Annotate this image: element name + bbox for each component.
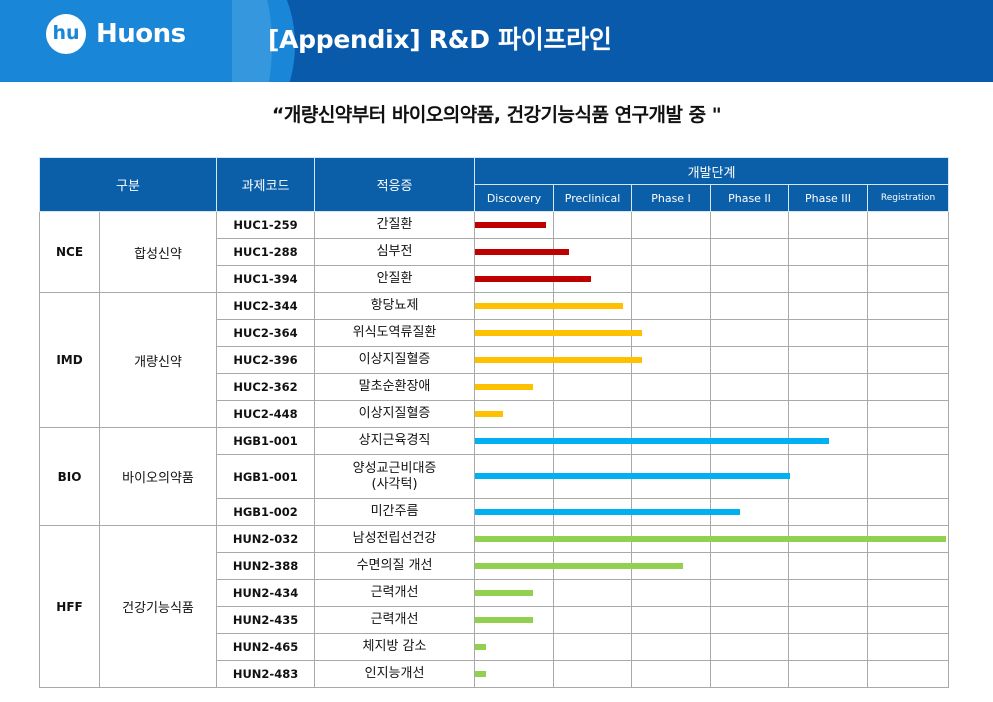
indication: 항당뇨제 — [314, 292, 476, 320]
project-code: HGB1-001 — [216, 454, 316, 499]
progress-bar — [475, 249, 570, 255]
header-project-code: 과제코드 — [216, 157, 316, 212]
progress-bar — [475, 644, 486, 650]
indication: 미간주름 — [314, 498, 476, 526]
pipeline-table: 구분 과제코드 적응증 개발단계 Discovery Preclinical P… — [38, 157, 950, 688]
project-code: HUC1-394 — [216, 265, 316, 293]
project-code: HUC2-364 — [216, 319, 316, 347]
phase-preclinical: Preclinical — [553, 184, 633, 212]
project-code: HUC2-396 — [216, 346, 316, 374]
indication-note: (사각턱) — [371, 476, 418, 492]
table-row: HUC2-448 이상지질혈증 — [40, 400, 950, 428]
header-indication: 적응증 — [314, 157, 476, 212]
project-code: HUN2-434 — [216, 579, 316, 607]
project-code: HUC2-362 — [216, 373, 316, 401]
indication: 심부전 — [314, 238, 476, 266]
indication: 수면의질 개선 — [314, 552, 476, 580]
indication: 체지방 감소 — [314, 633, 476, 661]
group-name: 바이오의약품 — [98, 427, 218, 526]
project-code: HGB1-001 — [216, 427, 316, 455]
project-code: HUN2-435 — [216, 606, 316, 634]
progress-bar — [475, 473, 790, 479]
indication: 남성전립선건강 — [314, 525, 476, 553]
group-code: IMD — [39, 292, 100, 428]
group-name: 개량신약 — [98, 292, 218, 428]
group-code: HFF — [39, 525, 100, 688]
indication-two-line: 양성교근비대증 (사각턱) — [314, 454, 476, 499]
table-row: BIO 바이오의약품 HGB1-001 상지근육경직 — [39, 427, 950, 526]
phase-3: Phase III — [788, 184, 869, 212]
indication: 인지능개선 — [314, 660, 476, 688]
project-code: HUC1-288 — [216, 238, 316, 266]
progress-bar — [475, 509, 741, 515]
phase-registration: Registration — [867, 184, 950, 212]
progress-bar — [475, 303, 623, 309]
group-name: 합성신약 — [98, 211, 218, 293]
indication: 이상지질혈증 — [314, 400, 476, 428]
page-title: [Appendix] R&D 파이프라인 — [268, 25, 612, 54]
project-code: HUN2-483 — [216, 660, 316, 688]
logo-mark-text: hu — [52, 22, 80, 44]
project-code: HUC2-448 — [216, 400, 316, 428]
indication: 근력개선 — [314, 606, 476, 634]
header-category: 구분 — [38, 157, 218, 212]
indication: 근력개선 — [314, 579, 476, 607]
page-subtitle: “개량신약부터 바이오의약품, 건강기능식품 연구개발 중 " — [271, 104, 722, 126]
indication: 위식도역류질환 — [314, 319, 476, 347]
indication: 이상지질혈증 — [314, 346, 476, 374]
indication: 말초순환장애 — [314, 373, 476, 401]
progress-bar — [475, 222, 546, 228]
table-row: HUC1-288 심부전 — [40, 238, 950, 266]
header-dev-stage: 개발단계 — [474, 157, 950, 185]
project-code: HUN2-032 — [216, 525, 316, 553]
phase-1: Phase I — [631, 184, 712, 212]
progress-bar — [475, 357, 642, 363]
group-name: 건강기능식품 — [98, 525, 218, 688]
progress-bar — [475, 276, 592, 282]
table-row: NCE 합성신약 HUC1-259 간질환 — [39, 211, 950, 293]
progress-bar — [475, 563, 683, 569]
indication: 상지근육경직 — [314, 427, 476, 455]
phase-2: Phase II — [710, 184, 790, 212]
table-row: HUN2-483 인지능개선 — [40, 660, 950, 688]
logo-text: Huons — [96, 19, 186, 49]
header-banner: hu Huons [Appendix] R&D 파이프라인 — [0, 0, 993, 82]
progress-bar — [475, 671, 486, 677]
phase-discovery: Discovery — [474, 184, 555, 212]
project-code: HUC2-344 — [216, 292, 316, 320]
progress-bar — [475, 438, 829, 444]
indication: 양성교근비대증 — [352, 460, 437, 476]
logo-mark-icon: hu — [46, 14, 86, 54]
project-code: HGB1-002 — [216, 498, 316, 526]
project-code: HUN2-465 — [216, 633, 316, 661]
project-code: HUN2-388 — [216, 552, 316, 580]
indication: 안질환 — [314, 265, 476, 293]
huons-logo: hu Huons — [46, 14, 186, 54]
progress-bar — [475, 536, 946, 542]
header-wave-highlight — [232, 0, 272, 82]
progress-bar — [475, 330, 642, 336]
progress-bar — [475, 411, 503, 417]
progress-bar — [475, 617, 534, 623]
progress-bar — [475, 590, 534, 596]
indication: 간질환 — [314, 211, 476, 239]
group-code: NCE — [39, 211, 100, 293]
project-code: HUC1-259 — [216, 211, 316, 239]
header-wave-decoration — [205, 0, 295, 82]
table-row: IMD 개량신약 HUC2-344 항당뇨제 — [39, 292, 950, 428]
progress-bar — [475, 384, 534, 390]
group-code: BIO — [39, 427, 100, 526]
